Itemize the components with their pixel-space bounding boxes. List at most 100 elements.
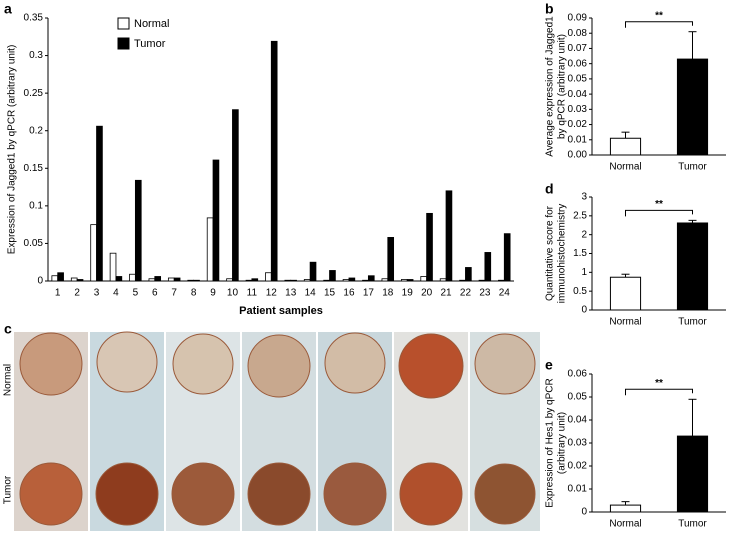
x-tick-label: 15 bbox=[324, 288, 336, 299]
bar bbox=[212, 159, 220, 282]
y-tick-label: 0.09 bbox=[568, 13, 588, 24]
y-tick-label: 0.25 bbox=[24, 88, 44, 99]
significance-bracket bbox=[625, 21, 693, 28]
x-axis-label: Patient samples bbox=[239, 305, 323, 317]
y-tick-label: 0.04 bbox=[568, 89, 588, 100]
bar bbox=[609, 276, 642, 311]
x-tick-label: 6 bbox=[152, 288, 158, 299]
y-tick-label: 3 bbox=[581, 192, 587, 203]
bar bbox=[309, 261, 317, 282]
x-tick-label: 22 bbox=[460, 288, 472, 299]
bar bbox=[676, 58, 709, 156]
bar bbox=[51, 275, 59, 282]
x-tick-label: 14 bbox=[305, 288, 317, 299]
tissue-core bbox=[474, 463, 536, 525]
y-tick-label: 0.03 bbox=[568, 104, 588, 115]
bar bbox=[426, 212, 433, 282]
x-tick-label: Tumor bbox=[678, 519, 707, 530]
y-tick-label: 0.01 bbox=[568, 484, 588, 495]
tissue-images bbox=[14, 331, 540, 531]
x-tick-label: Tumor bbox=[678, 162, 707, 173]
x-tick-label: Tumor bbox=[678, 317, 707, 328]
bar bbox=[251, 278, 259, 282]
tissue-core bbox=[323, 462, 387, 526]
x-tick-label: 10 bbox=[227, 288, 239, 299]
panel-label: a bbox=[4, 1, 12, 17]
bar bbox=[609, 137, 642, 156]
bar bbox=[90, 224, 97, 282]
bar bbox=[387, 237, 395, 282]
bar bbox=[400, 279, 408, 282]
y-tick-label: 0.01 bbox=[568, 134, 588, 145]
tissue-core bbox=[96, 331, 158, 393]
bar bbox=[109, 252, 117, 282]
y-tick-label: 0.00 bbox=[568, 150, 588, 161]
bar bbox=[478, 279, 486, 282]
x-tick-label: 11 bbox=[247, 288, 258, 299]
y-tick-label: 1.5 bbox=[573, 248, 587, 259]
x-tick-label: 19 bbox=[402, 288, 414, 299]
x-tick-label: 16 bbox=[343, 288, 355, 299]
bar bbox=[129, 273, 136, 282]
significance-label: ** bbox=[655, 199, 663, 210]
x-tick-label: 7 bbox=[171, 288, 177, 299]
y-axis-label: immunohistochemistry bbox=[557, 204, 568, 303]
tissue-core bbox=[19, 332, 83, 396]
panel-label: d bbox=[545, 181, 554, 197]
x-tick-label: 13 bbox=[285, 288, 297, 299]
x-tick-label: 2 bbox=[74, 288, 80, 299]
tissue-core bbox=[398, 333, 464, 399]
significance-bracket bbox=[625, 209, 693, 217]
legend-swatch bbox=[117, 17, 130, 30]
row-label: Normal bbox=[3, 364, 14, 396]
x-tick-label: 9 bbox=[210, 288, 216, 299]
bar bbox=[284, 279, 292, 282]
tissue-core bbox=[171, 462, 235, 526]
tissue-core bbox=[399, 462, 463, 526]
bar bbox=[232, 109, 239, 282]
y-tick-label: 0.05 bbox=[568, 392, 588, 403]
x-tick-label: 20 bbox=[421, 288, 433, 299]
x-tick-label: Normal bbox=[609, 317, 641, 328]
y-tick-label: 0.35 bbox=[24, 13, 44, 24]
x-tick-label: 23 bbox=[479, 288, 491, 299]
bar bbox=[348, 277, 356, 282]
bar bbox=[465, 267, 472, 282]
tissue-core bbox=[247, 334, 311, 398]
y-tick-label: 1 bbox=[581, 267, 587, 278]
bar bbox=[303, 279, 311, 282]
y-tick-label: 0.15 bbox=[24, 163, 44, 174]
y-tick-label: 0 bbox=[581, 305, 587, 316]
legend-label: Normal bbox=[134, 18, 169, 30]
y-tick-label: 0.04 bbox=[568, 415, 588, 426]
bar bbox=[187, 279, 195, 282]
significance-bracket bbox=[625, 388, 693, 396]
legend-swatch bbox=[117, 37, 130, 50]
y-tick-label: 0.07 bbox=[568, 43, 588, 54]
y-tick-label: 2.5 bbox=[573, 210, 587, 221]
bar bbox=[206, 217, 214, 282]
x-tick-label: 18 bbox=[382, 288, 394, 299]
y-tick-label: 0.05 bbox=[568, 74, 588, 85]
significance-label: ** bbox=[655, 378, 663, 389]
bar bbox=[193, 279, 200, 282]
bar bbox=[676, 435, 709, 513]
bar bbox=[498, 279, 505, 282]
x-tick-label: 4 bbox=[113, 288, 119, 299]
y-tick-label: 0.1 bbox=[29, 200, 43, 211]
bar bbox=[154, 276, 162, 282]
bar bbox=[290, 279, 297, 282]
y-tick-label: 0.3 bbox=[29, 50, 43, 61]
x-tick-label: 5 bbox=[133, 288, 139, 299]
y-tick-label: 0.03 bbox=[568, 438, 588, 449]
y-tick-label: 2 bbox=[581, 229, 587, 240]
bar bbox=[484, 252, 492, 282]
y-tick-label: 0.5 bbox=[573, 286, 587, 297]
bar bbox=[459, 279, 466, 282]
bar bbox=[76, 279, 84, 282]
y-axis-label: Quantitative score for bbox=[545, 205, 556, 301]
bar bbox=[167, 277, 175, 282]
bar bbox=[420, 276, 428, 282]
y-axis-label: (arbitrary unit) bbox=[557, 412, 568, 474]
